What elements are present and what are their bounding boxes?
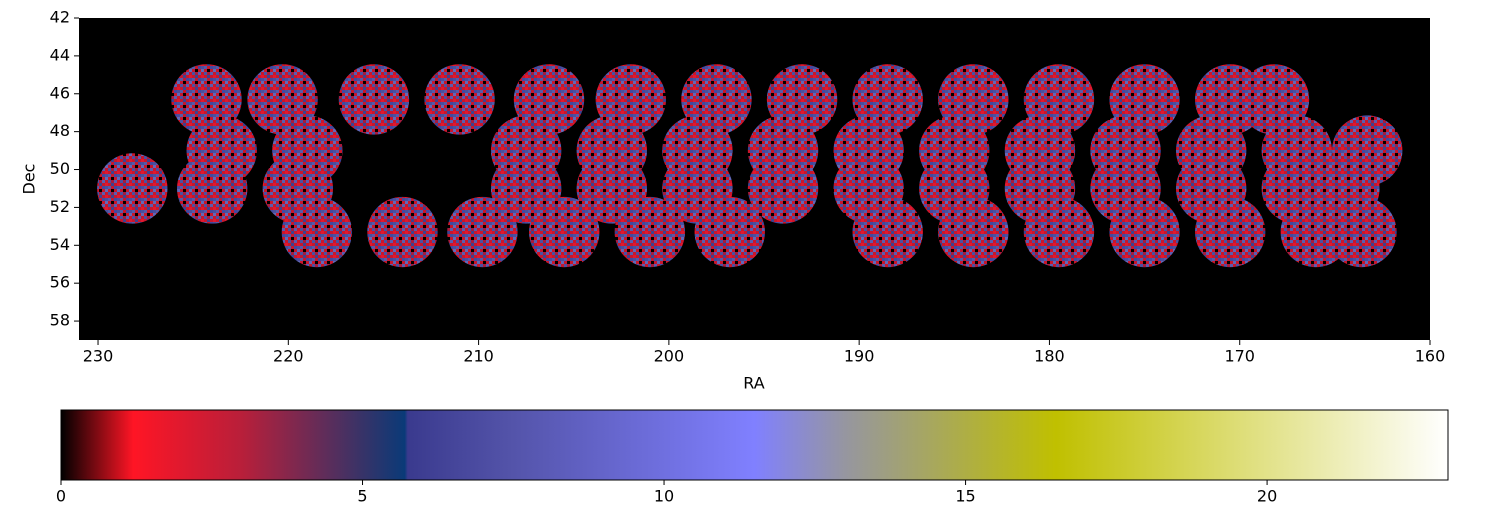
colorbar-tick-label: 0	[56, 487, 66, 506]
y-axis-label: Dec	[20, 164, 39, 195]
x-tick-label: 190	[844, 347, 875, 366]
y-tick-label: 52	[50, 197, 70, 216]
x-tick-label: 220	[273, 347, 304, 366]
field	[424, 64, 495, 135]
field	[367, 196, 438, 268]
field	[1195, 196, 1266, 268]
y-tick-label: 42	[50, 8, 70, 27]
field	[97, 153, 168, 224]
x-tick-label: 180	[1034, 347, 1065, 366]
colorbar	[60, 409, 1449, 481]
field	[338, 64, 410, 135]
field	[529, 196, 600, 268]
field	[1109, 196, 1180, 268]
field	[1023, 196, 1095, 268]
y-tick-label: 46	[50, 83, 70, 102]
footprint	[97, 64, 1403, 268]
colorbar-tick-label: 20	[1257, 487, 1277, 506]
y-tick-label: 54	[50, 235, 70, 254]
y-tick-label: 50	[50, 159, 70, 178]
colorbar-tick-label: 10	[654, 487, 674, 506]
x-tick-label: 160	[1415, 347, 1446, 366]
y-tick-label: 56	[50, 273, 70, 292]
field	[1326, 196, 1397, 268]
colorbar-tick-label: 5	[357, 487, 367, 506]
y-tick-label: 44	[50, 45, 70, 64]
field	[281, 196, 353, 268]
x-axis-label: RA	[743, 374, 764, 393]
x-tick-label: 210	[463, 347, 494, 366]
y-tick-label: 58	[50, 311, 70, 330]
field	[938, 196, 1009, 268]
field	[694, 196, 765, 268]
y-tick-label: 48	[50, 121, 70, 140]
field	[447, 196, 518, 268]
x-tick-label: 230	[83, 347, 114, 366]
field	[747, 153, 819, 224]
field	[852, 196, 923, 268]
field	[614, 196, 686, 268]
colorbar-tick-label: 15	[955, 487, 975, 506]
x-tick-label: 170	[1224, 347, 1255, 366]
field	[176, 153, 248, 224]
x-tick-label: 200	[654, 347, 685, 366]
